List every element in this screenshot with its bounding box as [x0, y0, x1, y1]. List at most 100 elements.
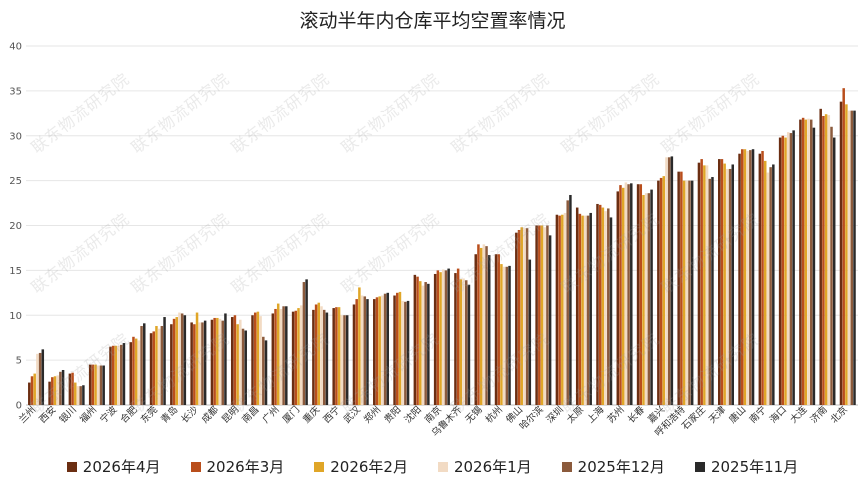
- bar: [670, 156, 674, 405]
- bar: [740, 149, 744, 405]
- bar: [555, 214, 559, 405]
- x-tick-label: 上海: [585, 403, 607, 425]
- bar: [143, 323, 146, 405]
- bar: [424, 282, 427, 405]
- bar: [604, 211, 607, 405]
- legend-swatch: [437, 461, 448, 472]
- bar: [482, 244, 486, 405]
- bar: [241, 328, 245, 405]
- bar: [474, 254, 477, 405]
- bar: [467, 284, 471, 405]
- bar: [48, 381, 51, 405]
- bar: [325, 312, 329, 405]
- bar: [677, 171, 680, 405]
- x-tick-label: 西安: [37, 404, 59, 426]
- bar: [535, 225, 538, 405]
- bar: [682, 180, 686, 405]
- bar: [566, 200, 569, 405]
- bar: [454, 273, 457, 405]
- bar: [157, 328, 161, 405]
- bar: [218, 318, 222, 405]
- bar: [847, 110, 851, 406]
- x-tick-label: 太原: [564, 404, 586, 426]
- bar: [647, 193, 651, 405]
- legend-swatch: [190, 461, 201, 472]
- bar: [132, 336, 135, 405]
- bar: [282, 306, 285, 405]
- bar: [832, 137, 836, 406]
- bar: [239, 319, 242, 405]
- bar: [738, 153, 741, 405]
- x-tick-label: 厦门: [280, 404, 302, 426]
- bar: [517, 229, 521, 405]
- bar: [134, 338, 138, 405]
- legend-swatch: [561, 461, 572, 472]
- x-tick-label: 北京: [828, 404, 850, 426]
- bar: [51, 377, 54, 405]
- bar: [88, 364, 92, 405]
- legend-swatch: [694, 461, 705, 472]
- legend-label: 2026年4月: [82, 458, 161, 476]
- bar: [358, 287, 361, 405]
- bar: [520, 227, 523, 405]
- x-tick-label: 西宁: [321, 404, 343, 426]
- bar: [705, 165, 709, 405]
- bar: [253, 312, 257, 405]
- bar: [444, 270, 448, 405]
- bar: [180, 313, 184, 405]
- bar: [607, 208, 610, 405]
- bar: [320, 306, 323, 405]
- bar: [406, 300, 410, 405]
- bar: [809, 119, 813, 405]
- bar: [697, 162, 701, 405]
- x-tick-label: 合肥: [118, 403, 140, 425]
- legend-item: 2026年1月: [437, 456, 532, 477]
- bar: [221, 320, 224, 405]
- bar: [396, 292, 399, 405]
- bar: [297, 308, 300, 405]
- bar: [360, 295, 364, 405]
- bar: [378, 296, 381, 405]
- bar: [285, 306, 288, 405]
- bar: [41, 349, 45, 405]
- bar: [746, 151, 749, 405]
- bar: [601, 207, 605, 405]
- bar: [792, 130, 795, 406]
- bar: [99, 365, 103, 405]
- bar: [79, 386, 82, 405]
- legend-label: 2026年2月: [330, 458, 408, 476]
- bar: [276, 303, 280, 405]
- bar: [294, 310, 298, 405]
- bar: [636, 184, 640, 405]
- bar: [230, 317, 234, 405]
- bar: [352, 304, 356, 405]
- bar: [381, 295, 384, 405]
- bar: [97, 365, 100, 405]
- y-tick-label: 0: [16, 401, 22, 412]
- legend-item: 2026年4月: [66, 456, 161, 477]
- x-tick-label: 无锡: [463, 404, 485, 426]
- bar: [190, 322, 193, 405]
- bar: [819, 108, 822, 405]
- x-tick-label: 南昌: [240, 404, 262, 426]
- bar: [763, 160, 767, 405]
- bar: [279, 308, 283, 405]
- bar: [332, 308, 335, 405]
- bar: [581, 215, 584, 405]
- bar: [720, 159, 724, 405]
- bar: [302, 282, 306, 405]
- bar: [76, 386, 80, 405]
- bar: [505, 266, 509, 405]
- bar: [639, 184, 643, 405]
- bar: [758, 153, 762, 405]
- bar: [688, 180, 691, 405]
- bar: [789, 133, 793, 405]
- x-tick-label: 苏州: [605, 404, 627, 426]
- bar: [56, 375, 59, 405]
- bar: [500, 264, 503, 405]
- x-tick-label: 石家庄: [679, 403, 708, 432]
- x-tick-label: 杭州: [483, 404, 505, 426]
- bar: [657, 180, 660, 405]
- bar: [690, 180, 694, 405]
- y-tick-label: 25: [9, 176, 22, 187]
